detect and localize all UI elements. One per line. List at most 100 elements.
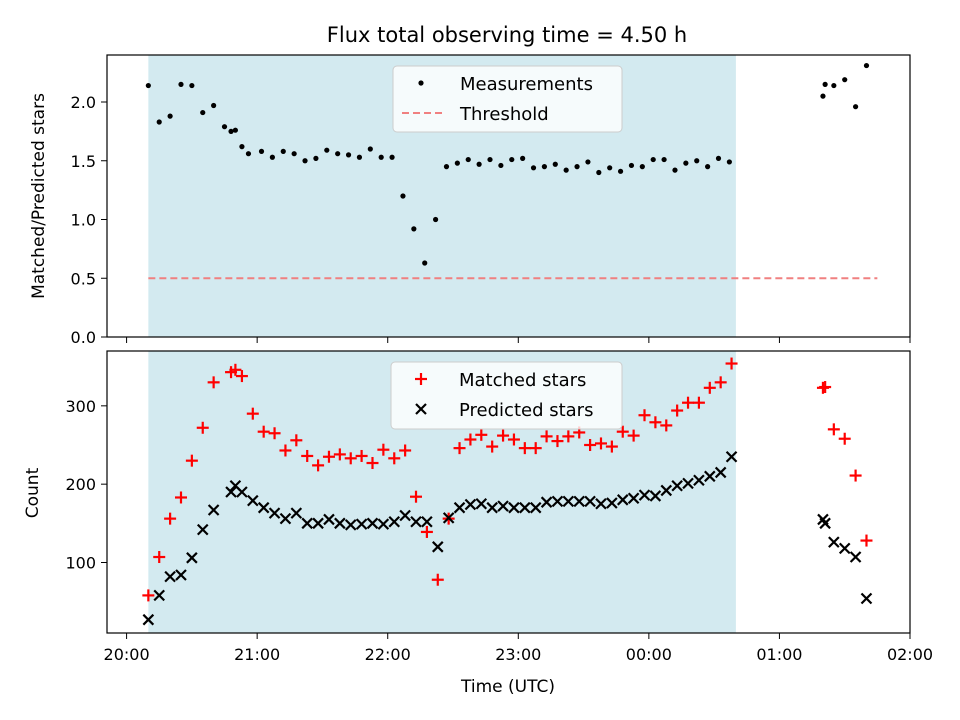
measurement-point bbox=[313, 155, 319, 161]
predicted-stars-point bbox=[207, 504, 220, 516]
predicted-stars-point bbox=[257, 501, 270, 514]
matched-stars-point bbox=[153, 551, 166, 564]
matched-stars-point bbox=[827, 423, 840, 436]
predicted-stars-point bbox=[660, 484, 673, 497]
legend-predicted-marker bbox=[415, 403, 427, 415]
matched-stars-point bbox=[355, 449, 368, 462]
x-tick-label: 01:00 bbox=[756, 645, 802, 664]
measurement-point bbox=[683, 160, 689, 166]
matched-stars-point bbox=[322, 450, 335, 463]
predicted-stars-point bbox=[475, 497, 488, 510]
matched-stars-point bbox=[682, 396, 695, 409]
predicted-stars-point bbox=[142, 613, 155, 626]
predicted-stars-point bbox=[377, 518, 390, 530]
predicted-stars-point bbox=[725, 450, 738, 463]
matched-stars-point bbox=[562, 430, 575, 443]
measurement-point bbox=[672, 167, 678, 173]
matched-stars-point bbox=[301, 449, 314, 462]
measurement-point bbox=[715, 155, 722, 161]
measurement-point bbox=[650, 156, 656, 163]
matched-stars-point bbox=[229, 363, 242, 376]
predicted-stars-point bbox=[164, 570, 176, 583]
measurement-point bbox=[831, 82, 837, 89]
matched-stars-point bbox=[551, 435, 564, 448]
matched-stars-point bbox=[464, 433, 477, 446]
matched-stars-point bbox=[703, 381, 716, 394]
measurement-point bbox=[820, 93, 826, 99]
matched-stars-point bbox=[431, 573, 444, 586]
bottom-y-tick-label: 200 bbox=[65, 475, 96, 494]
predicted-stars-point bbox=[355, 518, 368, 530]
matched-stars-point bbox=[333, 448, 346, 461]
measurement-point bbox=[541, 164, 548, 170]
matched-stars-point bbox=[410, 490, 423, 503]
matched-stars-point bbox=[860, 534, 873, 547]
predicted-stars-point bbox=[290, 507, 303, 519]
matched-stars-point bbox=[388, 452, 401, 465]
top-x-ticks bbox=[126, 337, 911, 343]
measurement-point bbox=[552, 161, 558, 167]
measurements-markers bbox=[145, 62, 870, 266]
predicted-stars-point bbox=[301, 517, 313, 530]
matched-stars-point bbox=[196, 421, 209, 434]
bottom-y-tick-label: 100 bbox=[65, 554, 96, 573]
matched-stars-point bbox=[207, 376, 220, 389]
top-axes-frame bbox=[106, 54, 911, 338]
matched-stars-point bbox=[475, 428, 488, 441]
measurement-point bbox=[465, 156, 471, 163]
predicted-stars-point bbox=[431, 541, 444, 553]
measurement-point bbox=[232, 127, 238, 133]
measurement-point bbox=[596, 169, 602, 176]
measurement-point bbox=[228, 128, 234, 134]
predicted-stars-point bbox=[366, 517, 379, 530]
matched-stars-point bbox=[377, 443, 390, 456]
measurement-point bbox=[356, 154, 363, 160]
measurement-point bbox=[822, 81, 828, 87]
matched-stars-point bbox=[692, 396, 705, 409]
matched-stars-point bbox=[420, 525, 433, 538]
matched-stars-point bbox=[660, 419, 673, 432]
bottom-axes-frame bbox=[106, 350, 911, 634]
predicted-stars-point bbox=[819, 517, 831, 530]
legend-measurements-marker bbox=[418, 80, 424, 86]
top-y-tick-label: 0.5 bbox=[71, 269, 96, 288]
measurement-point bbox=[269, 154, 275, 160]
x-tick-label: 21:00 bbox=[234, 645, 280, 664]
matched-stars-point bbox=[142, 589, 155, 602]
measurement-point bbox=[258, 148, 265, 154]
predicted-stars-point bbox=[153, 589, 166, 602]
measurement-point bbox=[628, 162, 635, 169]
predicted-stars-point bbox=[344, 519, 357, 531]
measurement-point bbox=[530, 165, 537, 171]
matched-stars-point bbox=[185, 454, 198, 467]
measurement-point bbox=[487, 156, 493, 163]
predicted-stars-point bbox=[551, 495, 564, 508]
predicted-stars-point bbox=[828, 536, 840, 548]
legend-predicted-label: Predicted stars bbox=[459, 400, 593, 421]
matched-stars-point bbox=[627, 429, 640, 442]
x-tick-label: 23:00 bbox=[495, 645, 541, 664]
predicted-stars-point bbox=[497, 500, 509, 512]
measurement-point bbox=[211, 102, 217, 109]
predicted-stars-point bbox=[714, 466, 727, 479]
predicted-stars-point bbox=[186, 552, 198, 564]
measurement-point bbox=[189, 82, 195, 89]
measurement-point bbox=[167, 113, 173, 119]
predicted-stars-point bbox=[410, 515, 422, 528]
predicted-stars-point bbox=[573, 495, 586, 508]
predicted-stars-point bbox=[595, 497, 607, 510]
predicted-stars-point bbox=[225, 486, 237, 498]
measurement-point bbox=[694, 158, 700, 164]
matched-stars-point bbox=[616, 425, 629, 438]
predicted-stars-point bbox=[464, 498, 477, 511]
predicted-stars-point bbox=[638, 489, 651, 501]
measurement-point bbox=[367, 146, 373, 152]
matched-stars-point bbox=[584, 439, 597, 451]
measurement-point bbox=[411, 226, 417, 232]
top-legend: Measurements Threshold bbox=[392, 65, 623, 133]
measurement-point bbox=[585, 159, 591, 165]
measurement-point bbox=[443, 164, 450, 170]
measurement-point bbox=[200, 109, 206, 116]
measurement-point bbox=[245, 151, 252, 157]
